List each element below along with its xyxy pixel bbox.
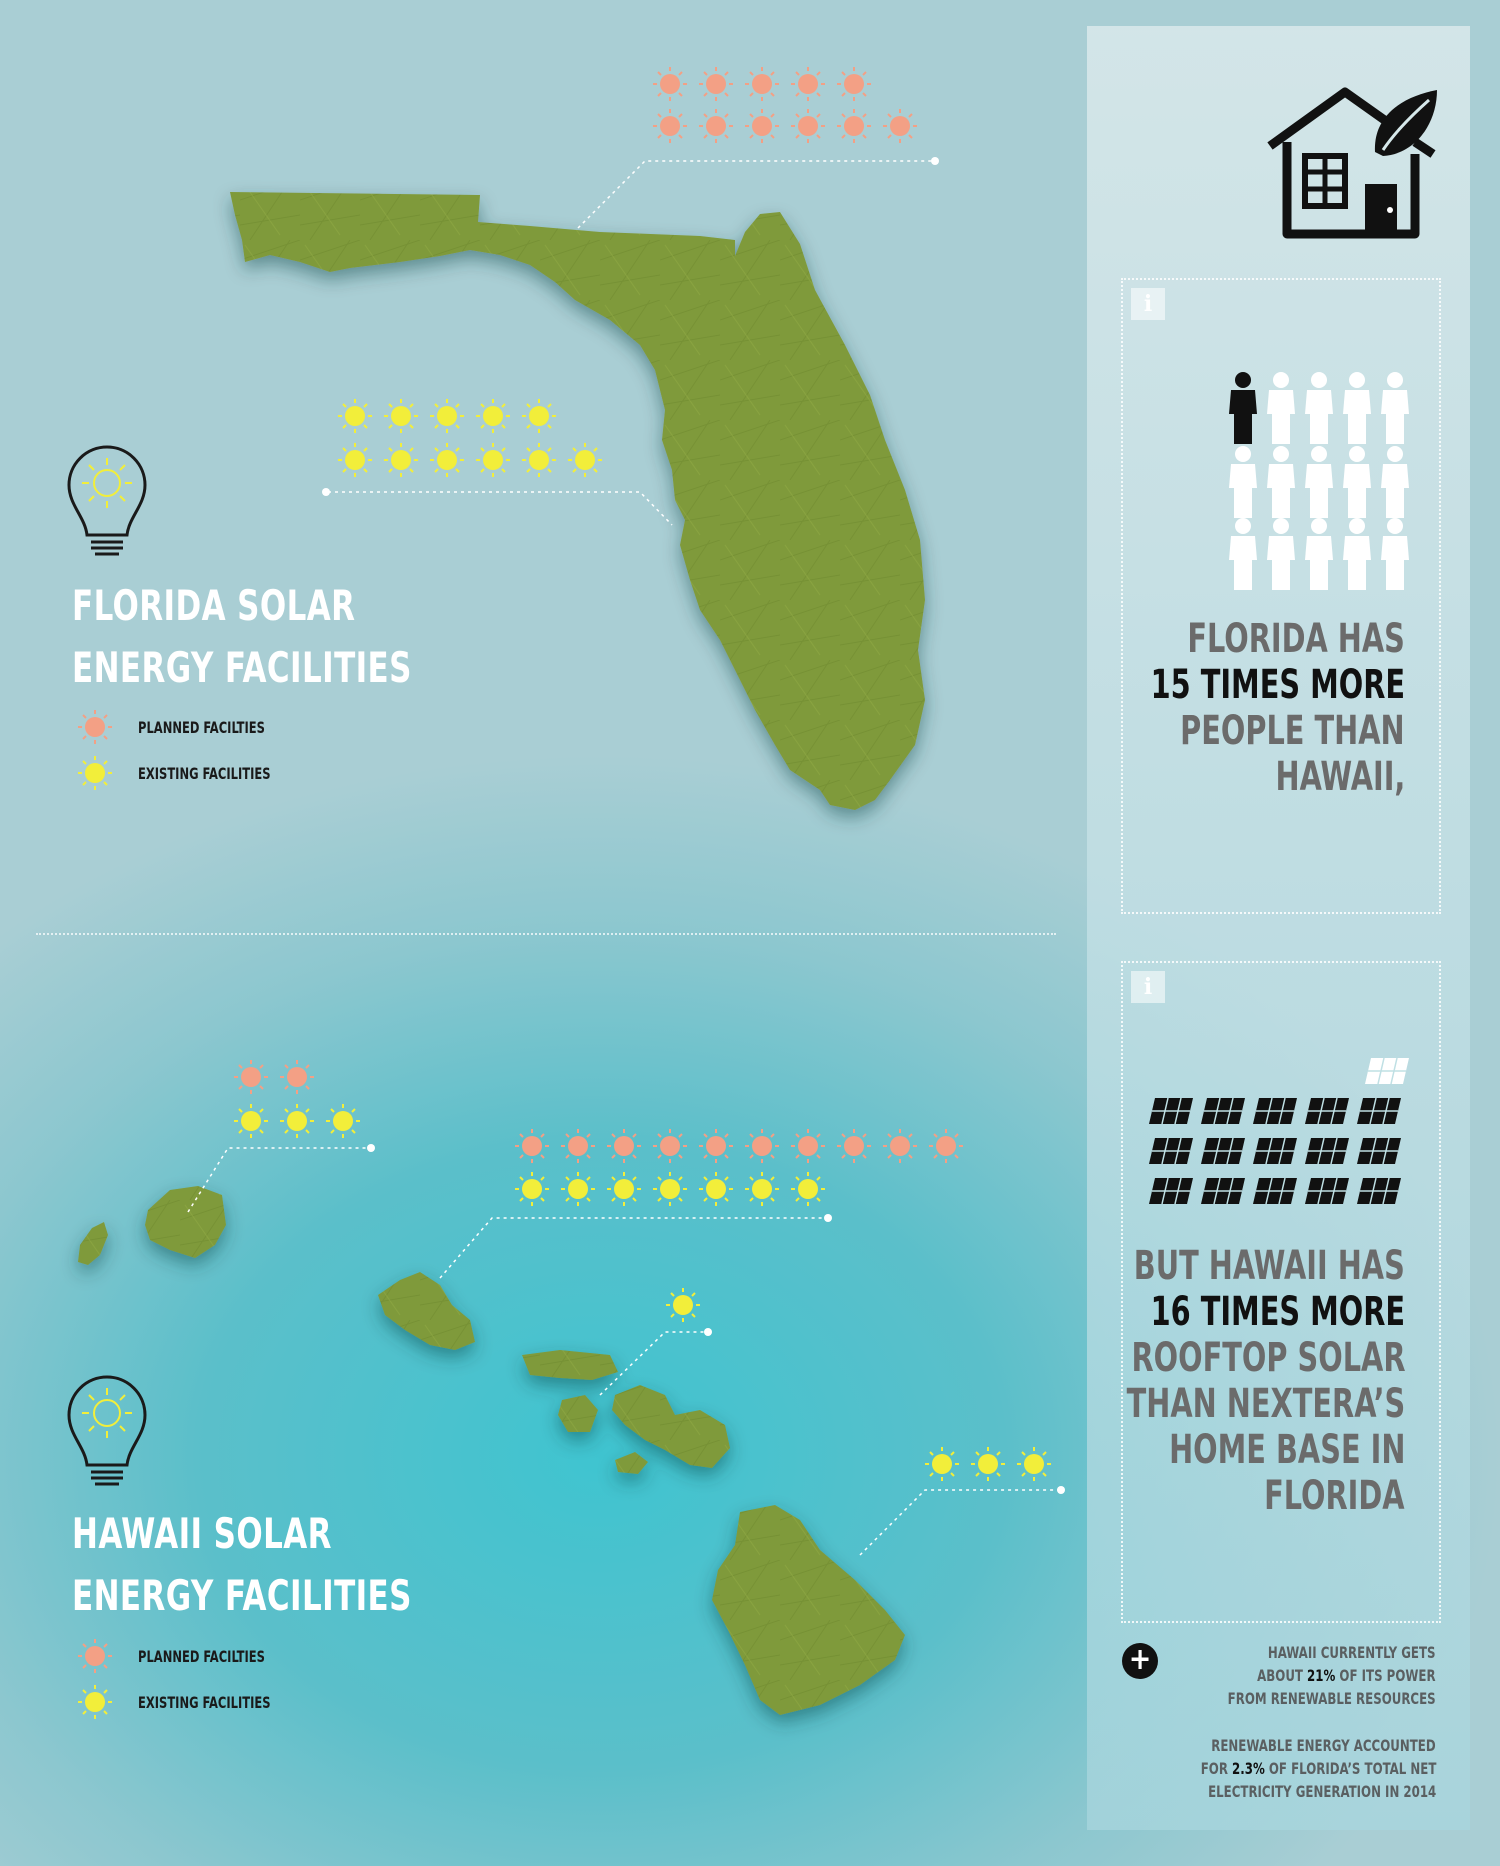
solar-panel-grid: [1148, 1057, 1410, 1205]
solar-panel-light-icon: [1364, 1057, 1410, 1085]
solar-line6: FLORIDA: [1264, 1473, 1405, 1519]
oahu-island: [378, 1272, 475, 1350]
kahoolawe-island: [615, 1452, 648, 1474]
hawaii-legend-existing-icon: [77, 1684, 113, 1720]
maui-pointer: [599, 1328, 712, 1396]
florida-map: [230, 192, 925, 810]
hawaii-bulb-icon: [67, 1375, 147, 1486]
fact1-line3: FROM RENEWABLE RESOURCES: [1228, 1689, 1436, 1708]
population-line3: PEOPLE THAN: [1180, 708, 1405, 754]
fact1-line1: HAWAII CURRENTLY GETS: [1268, 1643, 1436, 1662]
fact-florida-renewable: RENEWABLE ENERGY ACCOUNTED FOR 2.3% OF F…: [1136, 1734, 1436, 1806]
molokai-island: [522, 1350, 618, 1380]
florida-legend-existing-label: EXISTING FACILITIES: [138, 763, 271, 783]
map-canvas: [67, 66, 1065, 1720]
florida-legend-planned-icon: [77, 709, 113, 745]
niihau-island: [78, 1222, 108, 1265]
solar-fact-box: i BUT HAWAII HAS 16 TIMES MORE: [1121, 961, 1441, 1623]
hawaii-title-line1: HAWAII SOLAR: [72, 1509, 332, 1558]
solar-line2: 16 TIMES MORE: [1150, 1289, 1405, 1335]
people-grid: [1229, 372, 1409, 590]
fact1-line2-pre: ABOUT: [1257, 1666, 1308, 1685]
person-highlighted-icon: [1229, 372, 1257, 444]
florida-title: FLORIDA SOLAR ENERGY FACILITIES: [72, 575, 412, 699]
population-line4: HAWAII,: [1275, 754, 1405, 800]
big-island-pointer: [859, 1486, 1065, 1556]
fact2-line2-pre: FOR: [1200, 1759, 1232, 1778]
fact2-line1: RENEWABLE ENERGY ACCOUNTED: [1211, 1736, 1436, 1755]
hawaii-map: [78, 1186, 905, 1715]
population-line1: FLORIDA HAS: [1187, 616, 1405, 662]
florida-existing-suns: [337, 398, 603, 478]
florida-planned-suns: [652, 66, 918, 144]
hawaii-legend-planned-label: PLANNED FACILTIES: [138, 1646, 265, 1666]
info-icon[interactable]: i: [1131, 971, 1165, 1003]
big-island-suns: [924, 1446, 1052, 1482]
fact1-line2-highlight: 21%: [1307, 1666, 1336, 1685]
fact-hawaii-renewable: HAWAII CURRENTLY GETS ABOUT 21% OF ITS P…: [1136, 1641, 1436, 1713]
florida-existing-pointer: [322, 488, 673, 526]
solar-line4: THAN NEXTERA’S: [1126, 1381, 1405, 1427]
hawaii-legend-planned-icon: [77, 1638, 113, 1674]
fact2-line3: ELECTRICITY GENERATION IN 2014: [1207, 1782, 1436, 1801]
maui-island: [612, 1385, 730, 1468]
florida-title-line2: ENERGY FACILITIES: [72, 643, 412, 692]
florida-legend: PLANNED FACILTIES EXISTING FACILITIES: [108, 704, 304, 796]
kauai-island: [145, 1186, 226, 1258]
florida-title-line1: FLORIDA SOLAR: [72, 581, 356, 630]
florida-legend-existing-icon: [77, 755, 113, 791]
solar-panel-icons: [1148, 1097, 1402, 1205]
solar-line3: ROOFTOP SOLAR: [1131, 1335, 1405, 1381]
florida-legend-planned-label: PLANNED FACILTIES: [138, 717, 265, 737]
hawaii-title-line2: ENERGY FACILITIES: [72, 1571, 412, 1620]
population-line2: 15 TIMES MORE: [1150, 662, 1405, 708]
facts-panel: i FLORIDA HAS 15 TIMES MORE PEOPLE THAN …: [1087, 26, 1470, 1830]
kauai-pointer: [187, 1144, 375, 1213]
florida-planned-pointer: [577, 157, 939, 229]
fact2-line2-post: OF FLORIDA’S TOTAL NET: [1264, 1759, 1436, 1778]
hawaii-legend-existing-label: EXISTING FACILITIES: [138, 1692, 271, 1712]
fact2-line2-highlight: 2.3%: [1231, 1759, 1265, 1778]
fact1-line2-post: OF ITS POWER: [1335, 1666, 1436, 1685]
section-divider: [36, 933, 1056, 935]
house-leaf-icon: [1267, 87, 1437, 239]
population-text: FLORIDA HAS 15 TIMES MORE PEOPLE THAN HA…: [1105, 616, 1405, 806]
big-island: [712, 1505, 905, 1715]
population-fact-box: i FLORIDA HAS 15 TIMES MORE PEOPLE THAN …: [1121, 278, 1441, 914]
info-icon[interactable]: i: [1131, 288, 1165, 320]
solar-line1: BUT HAWAII HAS: [1133, 1243, 1405, 1289]
maui-suns: [665, 1287, 701, 1323]
oahu-suns: [514, 1128, 964, 1207]
plus-icon[interactable]: +: [1122, 1643, 1158, 1679]
florida-bulb-icon: [67, 445, 147, 556]
hawaii-title: HAWAII SOLAR ENERGY FACILITIES: [72, 1503, 412, 1627]
solar-text: BUT HAWAII HAS 16 TIMES MORE ROOFTOP SOL…: [1105, 1243, 1405, 1523]
oahu-pointer: [439, 1214, 832, 1279]
solar-line5: HOME BASE IN: [1168, 1427, 1405, 1473]
lanai-island: [558, 1395, 598, 1432]
kauai-suns: [233, 1059, 361, 1139]
hawaii-legend: PLANNED FACILTIES EXISTING FACILITIES: [108, 1633, 304, 1725]
